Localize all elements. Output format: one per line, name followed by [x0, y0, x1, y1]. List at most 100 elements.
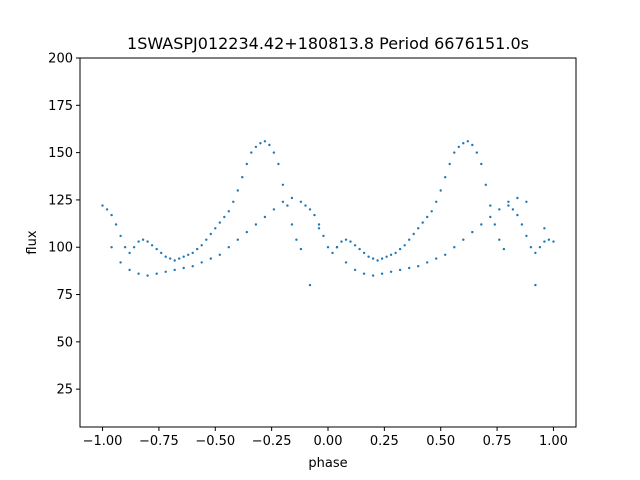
data-point [385, 255, 388, 258]
data-point [272, 151, 276, 154]
data-point [502, 247, 506, 251]
data-point [435, 257, 438, 260]
x-tick-label: −0.25 [252, 434, 292, 449]
data-point [105, 208, 109, 211]
data-point [462, 238, 465, 241]
data-point [290, 196, 294, 200]
data-point [263, 215, 267, 219]
y-tick-label: 50 [56, 335, 73, 350]
data-point [484, 183, 487, 186]
y-tick-label: 75 [56, 288, 73, 303]
data-point [209, 257, 212, 260]
data-point [398, 247, 402, 251]
data-point [173, 259, 176, 262]
data-point [453, 246, 456, 249]
data-point [408, 266, 411, 270]
scatter-points [101, 140, 555, 287]
data-point [299, 200, 303, 203]
data-point [322, 234, 325, 238]
data-point [552, 240, 555, 243]
data-point [191, 251, 194, 255]
data-point [209, 232, 212, 236]
data-point [254, 223, 258, 226]
data-point [263, 140, 267, 143]
data-point [182, 255, 185, 258]
data-point [114, 223, 118, 226]
data-point [304, 204, 307, 207]
data-point [141, 238, 145, 241]
data-point [412, 232, 415, 236]
data-point [218, 253, 221, 256]
data-point [196, 247, 199, 251]
y-tick-label: 125 [48, 193, 73, 208]
data-point [236, 238, 239, 241]
y-tick-label: 175 [48, 99, 73, 114]
data-point [281, 200, 285, 203]
x-axis-label: phase [308, 456, 347, 471]
data-point [520, 223, 524, 226]
data-point [380, 257, 384, 260]
data-point [417, 227, 420, 230]
data-point [362, 272, 366, 275]
data-point [331, 251, 334, 255]
data-point [389, 270, 393, 273]
data-point [376, 259, 379, 262]
data-point [137, 240, 140, 243]
data-point [308, 283, 312, 287]
data-point [182, 266, 185, 270]
data-point [272, 208, 276, 211]
data-point [453, 151, 456, 154]
y-tick-label: 100 [48, 241, 73, 256]
data-point [132, 246, 136, 249]
data-point [295, 238, 298, 241]
data-point [398, 268, 402, 272]
chart-title: 1SWASPJ012234.42+180813.8 Period 6676151… [127, 34, 529, 53]
data-point [507, 204, 510, 207]
data-point [173, 268, 176, 272]
data-point [317, 227, 321, 230]
data-point [299, 247, 303, 251]
data-point [227, 210, 230, 213]
data-point [164, 270, 167, 273]
data-point [155, 272, 158, 275]
data-point [507, 200, 510, 203]
data-point [223, 215, 226, 219]
data-point [164, 255, 167, 258]
data-point [119, 261, 122, 264]
data-point [277, 162, 280, 166]
data-point [205, 238, 208, 241]
data-point [169, 257, 172, 260]
data-point [543, 227, 546, 230]
data-point [232, 200, 235, 203]
data-point [471, 143, 474, 147]
data-point [480, 223, 483, 226]
data-point [525, 200, 528, 203]
data-point [259, 142, 262, 145]
data-point [367, 255, 370, 258]
data-point [534, 283, 537, 287]
x-tick-label: 0.50 [426, 434, 455, 449]
data-point [516, 213, 519, 217]
data-point [326, 246, 330, 249]
data-point [471, 230, 474, 234]
data-point [362, 251, 366, 255]
data-point [340, 240, 343, 243]
data-point [290, 223, 294, 226]
data-point [191, 265, 194, 268]
y-tick-label: 25 [56, 383, 73, 398]
data-point [435, 200, 438, 203]
data-point [245, 230, 248, 234]
data-point [227, 246, 230, 249]
data-point [308, 208, 312, 211]
data-point [119, 234, 122, 238]
data-point [353, 268, 357, 272]
data-point [286, 204, 289, 207]
data-point [236, 189, 239, 192]
data-point [155, 247, 158, 251]
data-point [511, 208, 515, 211]
data-point [498, 238, 501, 241]
data-point [128, 268, 131, 272]
data-point [380, 272, 384, 275]
